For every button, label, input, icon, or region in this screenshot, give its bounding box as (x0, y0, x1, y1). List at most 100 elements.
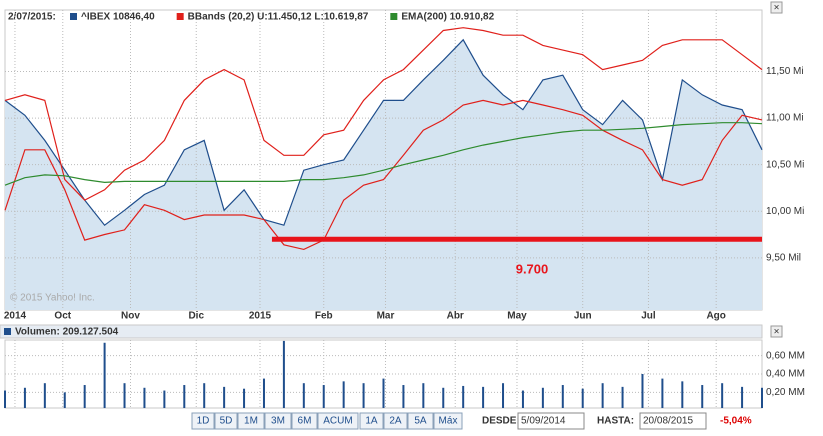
bar (322, 385, 325, 408)
bar (402, 385, 405, 408)
bar (561, 385, 564, 408)
y-tick-label: 11,00 Mi (766, 113, 804, 124)
bar (741, 386, 744, 408)
y-tick-label: 10,00 Mi (766, 206, 804, 217)
range-button[interactable]: ACUM (317, 412, 359, 430)
button-frame (291, 412, 318, 430)
bar (103, 342, 106, 408)
x-tick-label: May (507, 311, 527, 322)
button-label: 5A (414, 416, 427, 427)
volume-title: Volumen: 209.127.504 (15, 327, 119, 338)
legend-date: 2/07/2015: (8, 12, 56, 23)
bar (502, 383, 505, 408)
bar (302, 383, 305, 408)
y-tick-label: 0,20 MM (766, 387, 805, 398)
legend-swatch (70, 13, 77, 20)
bar (163, 390, 166, 408)
button-label: 6M (298, 416, 312, 427)
legend-swatch (390, 13, 398, 20)
y-tick-label: 11,50 Mi (766, 66, 804, 77)
x-tick-label: Mar (377, 311, 395, 322)
line (4, 99, 763, 251)
volume-legend-swatch (4, 328, 11, 335)
button-frame (317, 412, 359, 430)
y-tick-label: 0,40 MM (766, 369, 805, 380)
button-label: 2A (389, 416, 402, 427)
bar (23, 387, 26, 408)
legend-label: BBands (20,2) U:11.450,12 L:10.619,87 (188, 12, 369, 23)
bar (203, 383, 206, 408)
range-button[interactable]: 1D (191, 412, 215, 430)
button-frame (407, 412, 434, 430)
bar (442, 387, 445, 408)
bar (641, 374, 644, 408)
button-frame (214, 412, 238, 430)
bar (581, 388, 584, 408)
bar (721, 383, 724, 408)
bar (143, 387, 146, 408)
x-tick-label: Jul (641, 311, 656, 322)
bar (123, 383, 126, 408)
x-tick-label: Nov (121, 311, 140, 322)
y-tick-label: 10,50 Mi (766, 159, 804, 170)
range-button[interactable]: 5D (214, 412, 238, 430)
range-button[interactable]: 1M (237, 412, 265, 430)
range-button[interactable]: 6M (291, 412, 318, 430)
button-frame (237, 412, 265, 430)
to-label: HASTA: (597, 416, 634, 427)
bar (541, 387, 544, 408)
x-tick-label: Feb (315, 311, 333, 322)
button-label: 1A (365, 416, 378, 427)
x-tick-label: Jun (574, 311, 592, 322)
bar (701, 385, 704, 408)
button-label: 3M (271, 416, 285, 427)
button-frame (433, 412, 463, 430)
bar (482, 386, 485, 408)
close-button[interactable] (770, 1, 783, 14)
x-tick-label: Abr (447, 311, 464, 322)
to-value: 20/08/2015 (643, 416, 693, 427)
line (4, 122, 763, 186)
from-label: DESDE: (482, 416, 520, 427)
bar (661, 378, 664, 408)
bar (761, 387, 763, 408)
close-icon: × (774, 327, 780, 338)
x-tick-label: 2014 (4, 311, 27, 322)
button-label: 1M (244, 416, 258, 427)
y-tick-label: 9,50 Mil (766, 252, 801, 263)
range-button[interactable]: Máx (433, 412, 463, 430)
bar (681, 381, 684, 408)
button-frame (264, 412, 292, 430)
bar (462, 385, 465, 408)
volume-header (0, 324, 763, 339)
range-button[interactable]: 1A (359, 412, 384, 430)
area (5, 39, 762, 311)
bar (282, 340, 285, 408)
range-button[interactable]: 2A (383, 412, 408, 430)
bar (43, 383, 46, 408)
close-button[interactable] (770, 325, 783, 338)
bar (382, 378, 385, 408)
support-label: 9.700 (516, 262, 549, 277)
bar (4, 390, 6, 408)
bar (243, 388, 246, 408)
bar (342, 381, 345, 408)
button-frame (191, 412, 215, 430)
x-tick-label: Ago (706, 311, 725, 322)
bar (521, 390, 524, 408)
x-tick-label: Dic (188, 311, 204, 322)
from-input[interactable] (517, 412, 585, 430)
range-button[interactable]: 3M (264, 412, 292, 430)
bar (362, 383, 365, 408)
button-label: 1D (197, 416, 210, 427)
x-tick-label: 2015 (249, 311, 272, 322)
watermark: © 2015 Yahoo! Inc. (10, 293, 95, 304)
range-button[interactable]: 5A (407, 412, 434, 430)
line (4, 38, 763, 227)
bar (63, 392, 66, 408)
line (4, 27, 763, 201)
bar (183, 385, 186, 408)
bar (621, 386, 624, 408)
to-input[interactable] (639, 412, 707, 430)
